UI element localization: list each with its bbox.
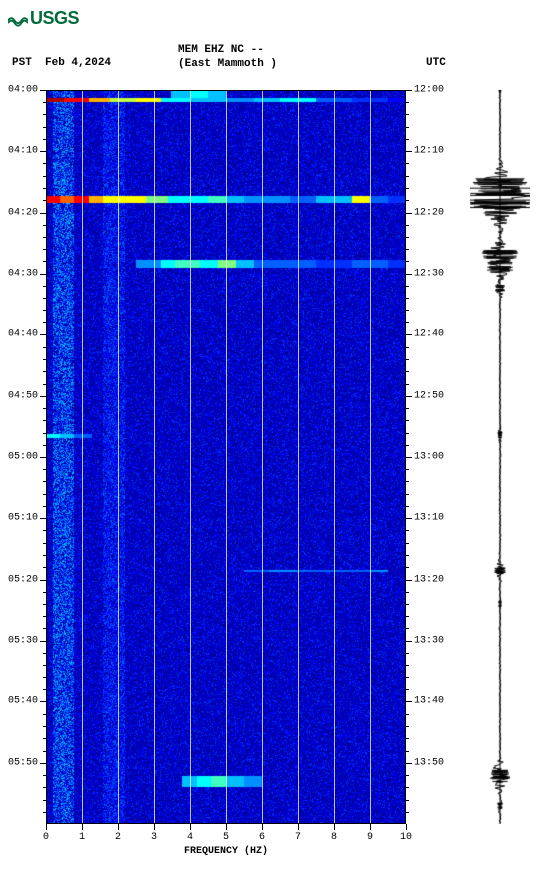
y-right-label: 12:10: [414, 145, 444, 156]
y-right-label: 12:40: [414, 329, 444, 340]
x-tick-label: 3: [151, 832, 157, 843]
y-left-label: 04:10: [8, 145, 38, 156]
y-right-label: 12:50: [414, 391, 444, 402]
seismogram-waveform: [470, 90, 530, 824]
y-right-label: 12:20: [414, 207, 444, 218]
x-tick-label: 2: [115, 832, 121, 843]
y-left-label: 05:00: [8, 452, 38, 463]
date: Feb 4,2024: [45, 57, 111, 69]
title-line2: (East Mammoth ): [178, 57, 277, 71]
x-tick-label: 4: [187, 832, 193, 843]
x-tick-label: 5: [223, 832, 229, 843]
x-axis-title: FREQUENCY (HZ): [46, 846, 406, 857]
plot-header: PST Feb 4,2024 MEM EHZ NC -- (East Mammo…: [8, 43, 544, 73]
left-timezone-date: PST Feb 4,2024: [12, 57, 111, 69]
y-left-label: 05:40: [8, 696, 38, 707]
title-line1: MEM EHZ NC --: [178, 43, 277, 57]
y-right-label: 13:50: [414, 758, 444, 769]
brand-text: USGS: [30, 8, 79, 29]
y-left-label: 04:30: [8, 268, 38, 279]
usgs-logo: USGS: [8, 8, 544, 29]
x-tick-label: 8: [331, 832, 337, 843]
y-left-label: 04:50: [8, 391, 38, 402]
x-tick-label: 7: [295, 832, 301, 843]
y-left-label: 04:00: [8, 85, 38, 96]
y-left-label: 04:40: [8, 329, 38, 340]
y-right-label: 13:30: [414, 635, 444, 646]
waveform-canvas: [470, 90, 530, 824]
right-timezone: UTC: [426, 57, 446, 69]
y-left-label: 04:20: [8, 207, 38, 218]
x-tick-label: 0: [43, 832, 49, 843]
y-left-label: 05:10: [8, 512, 38, 523]
spectrogram-plot: 04:0004:1004:2004:3004:4004:5005:0005:10…: [46, 90, 406, 824]
y-left-label: 05:50: [8, 758, 38, 769]
y-left-label: 05:20: [8, 574, 38, 585]
station-title: MEM EHZ NC -- (East Mammoth ): [178, 43, 277, 72]
y-right-label: 13:40: [414, 696, 444, 707]
y-right-label: 12:00: [414, 85, 444, 96]
y-right-label: 12:30: [414, 268, 444, 279]
x-tick-label: 6: [259, 832, 265, 843]
x-tick-label: 10: [400, 832, 412, 843]
y-right-label: 13:00: [414, 452, 444, 463]
y-right-label: 13:10: [414, 512, 444, 523]
y-left-label: 05:30: [8, 635, 38, 646]
x-tick-label: 9: [367, 832, 373, 843]
usgs-wave-icon: [8, 11, 28, 27]
left-tz: PST: [12, 57, 32, 69]
x-tick-label: 1: [79, 832, 85, 843]
y-right-label: 13:20: [414, 574, 444, 585]
